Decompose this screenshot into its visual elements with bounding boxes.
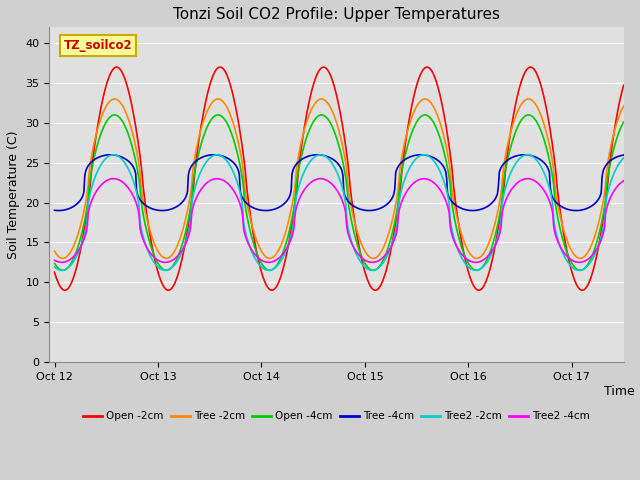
Line: Open -2cm: Open -2cm <box>54 67 623 290</box>
Line: Tree -4cm: Tree -4cm <box>54 155 623 211</box>
Open -2cm <box>125 89 132 95</box>
Tree2 -2cm <box>275 261 283 266</box>
Open -4cm <box>620 119 627 125</box>
Tree2 -2cm <box>65 264 73 270</box>
Open -4cm <box>65 263 73 269</box>
Line: Open -4cm: Open -4cm <box>54 115 623 270</box>
Tree2 -4cm <box>175 252 183 257</box>
Open -2cm <box>177 262 184 268</box>
Tree -4cm <box>65 206 73 212</box>
Line: Tree -2cm: Tree -2cm <box>54 99 623 258</box>
Tree -4cm <box>520 152 528 157</box>
Tree -2cm <box>275 248 282 254</box>
Tree -2cm <box>51 248 58 254</box>
Line: Tree2 -2cm: Tree2 -2cm <box>54 155 623 270</box>
Tree2 -2cm <box>175 255 183 261</box>
Open -2cm <box>388 240 396 246</box>
Open -4cm <box>175 251 183 257</box>
Tree -4cm <box>191 159 198 165</box>
Tree2 -2cm <box>317 152 324 157</box>
Title: Tonzi Soil CO2 Profile: Upper Temperatures: Tonzi Soil CO2 Profile: Upper Temperatur… <box>173 7 500 22</box>
Open -4cm <box>124 128 131 134</box>
Tree -2cm <box>620 103 627 109</box>
Tree2 -4cm <box>620 178 627 184</box>
Legend: Open -2cm, Tree -2cm, Open -4cm, Tree -4cm, Tree2 -2cm, Tree2 -4cm: Open -2cm, Tree -2cm, Open -4cm, Tree -4… <box>79 408 594 426</box>
Open -2cm <box>66 283 74 288</box>
Open -4cm <box>275 260 282 266</box>
Tree2 -4cm <box>51 257 58 263</box>
Tree2 -4cm <box>265 260 273 265</box>
Tree -4cm <box>468 208 476 214</box>
Tree -4cm <box>387 198 394 204</box>
Tree2 -4cm <box>124 183 131 189</box>
Tree -4cm <box>175 202 183 208</box>
Tree2 -2cm <box>51 264 58 270</box>
Open -2cm <box>61 288 68 293</box>
Text: TZ_soilco2: TZ_soilco2 <box>64 39 132 52</box>
Y-axis label: Soil Temperature (C): Soil Temperature (C) <box>7 131 20 259</box>
Open -4cm <box>191 171 198 177</box>
Tree -2cm <box>369 255 377 261</box>
Tree -2cm <box>191 156 198 162</box>
Tree -2cm <box>124 112 131 118</box>
Tree2 -4cm <box>388 241 396 247</box>
Tree2 -4cm <box>65 257 73 263</box>
Tree -4cm <box>275 205 282 211</box>
Tree2 -2cm <box>191 187 198 193</box>
Tree2 -2cm <box>388 241 396 247</box>
Tree -4cm <box>620 152 627 158</box>
Tree2 -2cm <box>620 155 627 161</box>
Tree -2cm <box>65 251 73 257</box>
Open -4cm <box>421 112 429 118</box>
Tree -4cm <box>124 157 131 163</box>
Open -4cm <box>387 234 395 240</box>
X-axis label: Time: Time <box>604 385 635 398</box>
Open -2cm <box>113 64 120 70</box>
Open -2cm <box>51 269 58 275</box>
Tree2 -4cm <box>275 255 283 261</box>
Open -2cm <box>276 276 284 282</box>
Tree -2cm <box>421 96 429 102</box>
Tree -2cm <box>175 239 183 245</box>
Tree2 -2cm <box>265 267 273 273</box>
Tree2 -2cm <box>124 164 131 169</box>
Line: Tree2 -4cm: Tree2 -4cm <box>54 179 623 263</box>
Tree2 -4cm <box>191 200 198 205</box>
Open -4cm <box>51 261 58 266</box>
Open -4cm <box>369 267 377 273</box>
Open -2cm <box>192 157 200 163</box>
Tree2 -4cm <box>317 176 324 181</box>
Tree -4cm <box>51 207 58 213</box>
Tree -2cm <box>387 221 395 227</box>
Open -2cm <box>620 82 627 88</box>
